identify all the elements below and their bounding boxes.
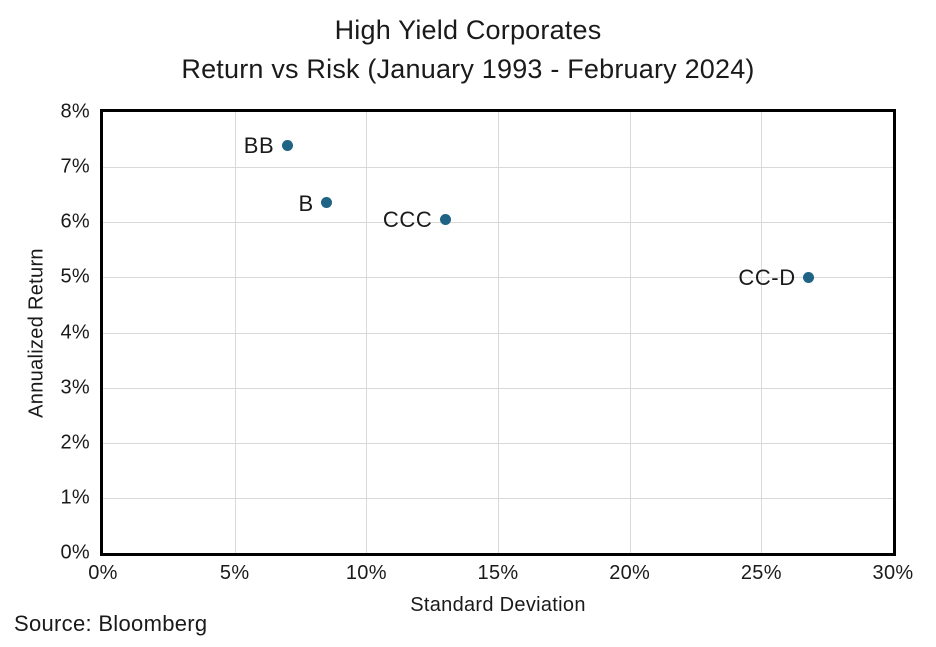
y-tick-label: 7% [60, 155, 90, 178]
gridlines-layer [103, 112, 893, 553]
x-tick-label: 30% [872, 562, 914, 584]
x-tick-label: 10% [345, 562, 387, 584]
x-tick-label: 15% [477, 562, 519, 584]
y-tick-label: 3% [60, 376, 90, 399]
scatter-point [281, 139, 293, 151]
vertical-gridline [498, 112, 499, 553]
source-note: Source: Bloomberg [14, 611, 208, 636]
y-tick-label: 8% [60, 100, 90, 123]
point-label: BB [243, 133, 275, 159]
y-tick-label: 5% [60, 265, 90, 288]
vertical-gridline [366, 112, 368, 553]
chart-title: High Yield Corporates Return vs Risk (Ja… [0, 11, 936, 89]
point-label: CCC [382, 207, 433, 233]
scatter-point [439, 213, 451, 225]
vertical-gridline [629, 112, 631, 553]
vertical-gridline [234, 112, 236, 553]
scatter-point [321, 197, 333, 209]
y-tick-label: 1% [60, 486, 90, 509]
y-tick-label: 2% [60, 431, 90, 454]
chart-title-line1: High Yield Corporates [334, 15, 602, 45]
scatter-point [803, 271, 815, 283]
point-label: B [298, 190, 314, 216]
y-tick-label: 0% [60, 541, 90, 564]
x-tick-label: 0% [88, 562, 118, 584]
chart-title-line2: Return vs Risk (January 1993 - February … [181, 54, 755, 84]
points-layer: BB B CCC CC-D [103, 112, 893, 553]
x-tick-label: 5% [219, 562, 250, 584]
plot-area: BB B CCC CC-D [100, 109, 896, 556]
vertical-gridline [761, 112, 763, 553]
x-tick-label: 25% [740, 562, 782, 584]
x-axis-title: Standard Deviation [410, 594, 586, 616]
point-label: CC-D [738, 265, 796, 291]
x-tick-label: 20% [609, 562, 651, 584]
y-tick-label: 6% [60, 210, 90, 233]
y-tick-label: 4% [60, 321, 90, 343]
